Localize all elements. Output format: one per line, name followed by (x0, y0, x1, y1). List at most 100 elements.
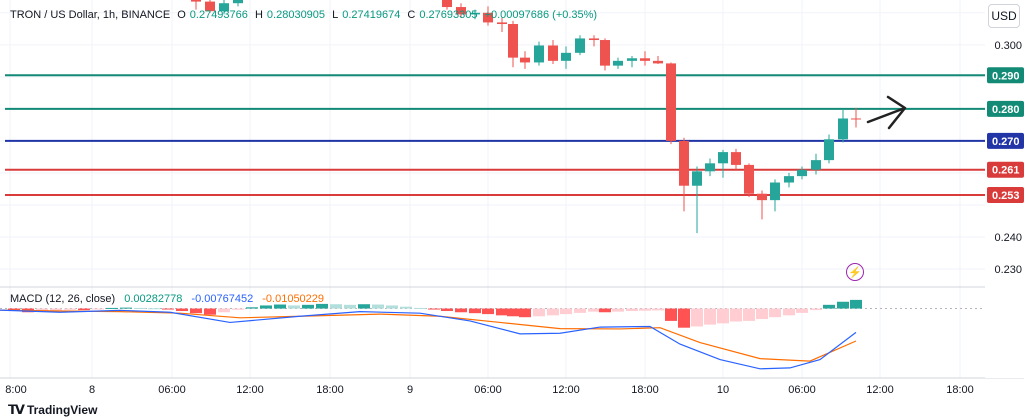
macd-histogram-bar (134, 307, 146, 309)
macd-histogram-bar (441, 308, 453, 312)
macd-histogram-bar (482, 308, 494, 315)
macd-histogram-bar (302, 304, 314, 309)
time-tick-label: 8 (89, 384, 95, 396)
macd-histogram-bar (639, 308, 651, 311)
low-value: 0.27419674 (342, 9, 401, 21)
macd-histogram-bar (810, 308, 822, 311)
close-label: C (407, 9, 416, 21)
macd-histogram-bar (796, 308, 808, 313)
change-value: +0.00097686 (+0.35%) (484, 9, 598, 21)
macd-histogram-bar (190, 308, 202, 314)
candle-body (784, 176, 794, 183)
macd-histogram-bar (232, 308, 244, 310)
macd-histogram-bar (428, 308, 440, 310)
macd-histogram-bar (665, 308, 677, 321)
candle-body (770, 182, 780, 201)
macd-histogram-bar (850, 299, 862, 309)
macd-histogram-bar (148, 308, 160, 310)
macd-histogram-bar (400, 306, 412, 309)
time-tick-label: 06:00 (788, 384, 816, 396)
macd-histogram-bar (330, 304, 342, 309)
candle-body (757, 193, 767, 201)
level-price-label: 0.261 (992, 165, 1020, 177)
macd-histogram-bar (783, 308, 795, 316)
candle-body (508, 24, 518, 58)
macd-histogram-bar (588, 308, 600, 312)
macd-histogram-bar (533, 308, 545, 317)
macd-histogram-bar (260, 305, 272, 309)
candle-body (219, 3, 229, 12)
price-tick-label: 0.230 (994, 264, 1022, 276)
tradingview-logo[interactable]: 𝗧𝗩 TradingView (8, 402, 97, 418)
candle-body (824, 139, 834, 161)
candle-body (613, 60, 623, 66)
macd-histogram-bar (218, 308, 230, 313)
macd-histogram-bar (837, 301, 849, 309)
level-price-tag (987, 161, 1024, 178)
candle-body (456, 7, 466, 15)
macd-histogram-bar (316, 303, 328, 309)
currency-button[interactable]: USD (988, 4, 1020, 28)
time-tick-label: 9 (407, 384, 413, 396)
time-tick-label: 18:00 (946, 384, 974, 396)
candle-body (497, 22, 507, 25)
macd-histogram-value: 0.00282778 (124, 293, 183, 305)
candle-body (666, 63, 676, 141)
macd-histogram-bar (469, 308, 481, 314)
horizontal-levels[interactable] (5, 74, 985, 197)
candles (191, 0, 861, 234)
macd-signal-value: -0.01050229 (262, 293, 325, 305)
candle-body (692, 171, 702, 186)
open-label: O (177, 9, 186, 21)
macd-histogram-bar (769, 308, 781, 318)
candle-body (640, 58, 650, 61)
macd-histogram-bar (36, 308, 48, 312)
macd-line (0, 309, 857, 370)
time-axis[interactable]: 8:00 8 06:00 12:00 18:00 9 06:00 12:00 18:00 10 06… (5, 384, 973, 396)
macd-histogram-bar (678, 308, 690, 328)
macd-line-value: -0.00767452 (191, 293, 254, 305)
high-value: 0.28030905 (266, 9, 326, 21)
macd-header[interactable]: MACD (12, 26, close) 0.00282778 -0.00767… (10, 293, 330, 305)
macd-histogram-bar (599, 308, 611, 313)
level-price-label: 0.290 (992, 70, 1020, 82)
price-axis[interactable]: 0.300 0.240 0.230 0.290 0.280 0.270 0.261 0.253 (985, 0, 1024, 378)
macd-histogram-bar (120, 307, 132, 309)
level-price-label: 0.253 (992, 190, 1020, 202)
time-tick-label: 06:00 (158, 384, 186, 396)
time-tick-label: 8:00 (5, 384, 26, 396)
macd-histogram-bar (743, 308, 755, 321)
macd-histogram-bar (50, 308, 62, 311)
candle-body (548, 45, 558, 61)
level-price-tag (987, 67, 1024, 84)
macd-histogram-bar (78, 308, 90, 311)
time-tick-label: 10 (717, 384, 729, 396)
level-price-label: 0.280 (992, 104, 1020, 116)
candle-body (191, 0, 201, 2)
candle-body (679, 140, 689, 186)
candle-body (561, 52, 571, 61)
macd-histogram-bar (455, 308, 467, 313)
candle-body (838, 118, 848, 140)
candle-body (470, 12, 480, 15)
macd-histogram-bar (386, 305, 398, 309)
candle-body (589, 38, 599, 41)
price-tick-label: 0.300 (994, 40, 1022, 52)
candle-body (731, 152, 741, 165)
macd-histogram-bar (372, 304, 384, 309)
macd-histogram-bar (246, 307, 258, 309)
macd-signal-line (0, 309, 857, 362)
open-value: 0.27493766 (189, 9, 248, 21)
arrow-drawing[interactable] (866, 95, 907, 130)
candle-body (205, 1, 215, 12)
macd-histogram-bar (358, 304, 370, 309)
macd-histogram-bar (496, 308, 508, 316)
low-label: L (332, 9, 339, 21)
macd-histogram-bar (176, 308, 188, 312)
macd-histogram-bar (106, 307, 118, 309)
lightning-icon[interactable]: ⚡ (846, 263, 864, 281)
symbol-title[interactable]: TRON / US Dollar, 1h, BINANCE (10, 9, 171, 21)
macd-histogram-bar (652, 308, 664, 311)
candle-body (627, 58, 637, 61)
